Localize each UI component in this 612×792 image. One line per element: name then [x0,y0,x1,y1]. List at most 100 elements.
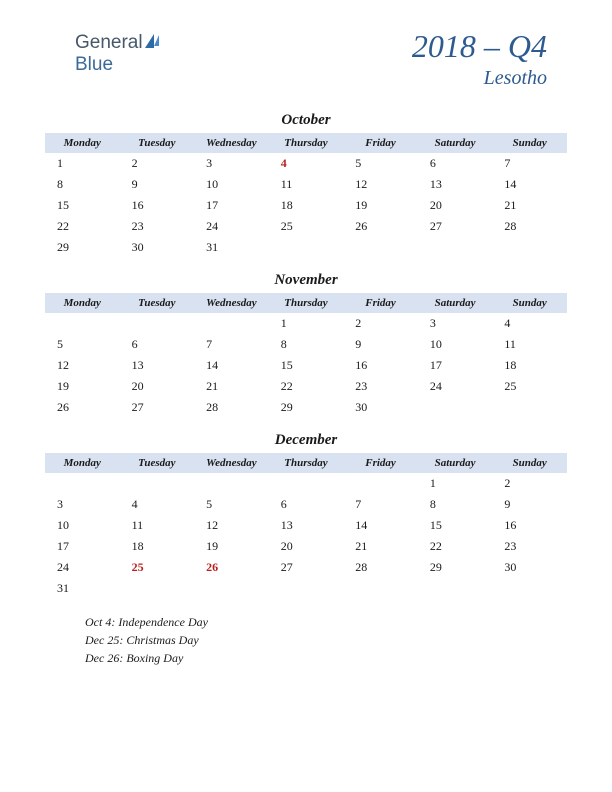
calendar-cell: 15 [418,515,493,536]
calendar-cell: 6 [418,153,493,174]
day-header: Saturday [418,293,493,313]
calendar-cell: 8 [418,494,493,515]
calendar-row: 19202122232425 [45,376,567,397]
calendar-cell: 31 [194,237,269,258]
calendar-cell [418,237,493,258]
calendar-cell: 12 [45,355,120,376]
calendar-cell: 30 [120,237,195,258]
calendar-cell: 14 [492,174,567,195]
calendar-cell: 12 [194,515,269,536]
calendar-cell [269,578,344,599]
calendar-row: 3456789 [45,494,567,515]
calendar-cell: 5 [343,153,418,174]
calendar-cell: 14 [343,515,418,536]
day-header: Tuesday [120,133,195,153]
calendar-cell: 5 [194,494,269,515]
calendar-cell: 4 [492,313,567,334]
calendar-cell: 2 [492,473,567,494]
calendar-cell: 9 [120,174,195,195]
calendar-cell [492,397,567,418]
calendar-row: 567891011 [45,334,567,355]
calendar-cell: 1 [45,153,120,174]
calendar-cell: 21 [194,376,269,397]
day-header: Tuesday [120,293,195,313]
month-block: DecemberMondayTuesdayWednesdayThursdayFr… [45,432,567,599]
calendar-cell: 3 [194,153,269,174]
calendar-cell: 27 [418,216,493,237]
calendar-cell [343,237,418,258]
calendar-cell [343,473,418,494]
calendar-cell [492,237,567,258]
calendar-row: 15161718192021 [45,195,567,216]
calendar-cell: 10 [45,515,120,536]
day-header: Sunday [492,293,567,313]
day-header: Wednesday [194,453,269,473]
calendar-cell: 5 [45,334,120,355]
calendar-cell: 21 [343,536,418,557]
calendar-cell: 18 [269,195,344,216]
calendar-row: 2627282930 [45,397,567,418]
calendar-cell: 3 [45,494,120,515]
calendar-cell: 30 [343,397,418,418]
day-header: Monday [45,453,120,473]
calendar-cell [492,578,567,599]
calendar-cell [194,313,269,334]
calendar-cell: 17 [418,355,493,376]
calendar-cell: 15 [45,195,120,216]
calendar-cell: 19 [45,376,120,397]
day-header: Sunday [492,133,567,153]
calendar-cell: 16 [343,355,418,376]
calendar-cell: 13 [120,355,195,376]
calendar-cell: 25 [120,557,195,578]
day-header: Friday [343,293,418,313]
calendar-cell: 3 [418,313,493,334]
calendar-cell [269,473,344,494]
calendar-row: 31 [45,578,567,599]
calendar-cell: 9 [343,334,418,355]
calendar-cell [418,397,493,418]
calendar-cell: 28 [194,397,269,418]
day-header: Wednesday [194,133,269,153]
holiday-item: Dec 26: Boxing Day [85,649,567,667]
calendar-cell [194,473,269,494]
holiday-item: Dec 25: Christmas Day [85,631,567,649]
calendar-cell: 15 [269,355,344,376]
day-header: Thursday [269,293,344,313]
calendar-cell: 20 [418,195,493,216]
calendar-cell: 29 [45,237,120,258]
calendar-cell: 10 [418,334,493,355]
calendar-cell [343,578,418,599]
calendar-row: 293031 [45,237,567,258]
day-header: Friday [343,133,418,153]
calendar-cell: 9 [492,494,567,515]
calendar-cell: 22 [269,376,344,397]
day-header: Wednesday [194,293,269,313]
calendar-cell: 13 [418,174,493,195]
calendar-cell: 28 [343,557,418,578]
logo-sail-icon [145,34,154,48]
calendar-cell: 18 [492,355,567,376]
day-header: Thursday [269,453,344,473]
calendar-cell [269,237,344,258]
calendar-cell: 31 [45,578,120,599]
month-block: OctoberMondayTuesdayWednesdayThursdayFri… [45,112,567,258]
calendar-cell: 17 [194,195,269,216]
calendar-row: 12131415161718 [45,355,567,376]
calendar-cell: 21 [492,195,567,216]
calendar-cell: 29 [269,397,344,418]
calendar-cell: 7 [194,334,269,355]
calendar-cell: 11 [269,174,344,195]
calendar-cell: 7 [343,494,418,515]
calendar-cell: 16 [120,195,195,216]
calendar-cell: 23 [120,216,195,237]
calendar-cell: 27 [269,557,344,578]
day-header: Monday [45,133,120,153]
calendar-cell: 2 [120,153,195,174]
calendar-cell: 8 [45,174,120,195]
calendar-cell [45,473,120,494]
day-header: Sunday [492,453,567,473]
calendar-cell: 6 [269,494,344,515]
calendar-cell: 22 [418,536,493,557]
calendar-row: 10111213141516 [45,515,567,536]
calendar-cell: 8 [269,334,344,355]
